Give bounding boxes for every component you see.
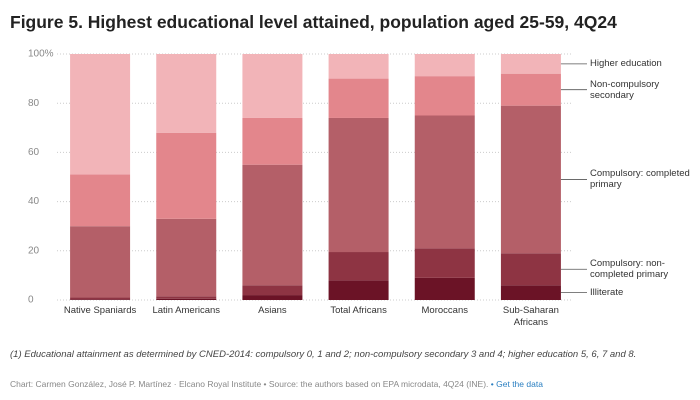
bar-segment bbox=[414, 277, 475, 300]
footnote: (1) Educational attainment as determined… bbox=[10, 349, 637, 360]
bar-segment bbox=[242, 285, 303, 296]
chart-title: Figure 5. Highest educational level atta… bbox=[10, 12, 617, 32]
bar-segment bbox=[156, 54, 217, 133]
source-line: Chart: Carmen González, José P. Martínez… bbox=[10, 379, 543, 389]
legend-label: Illiterate bbox=[590, 287, 624, 299]
bar-segment bbox=[328, 54, 389, 79]
bar-segment bbox=[414, 54, 475, 77]
y-tick-label: 0 bbox=[28, 295, 34, 306]
bar-segment bbox=[500, 285, 561, 300]
bar-segment bbox=[242, 54, 303, 118]
bar-segment bbox=[500, 105, 561, 254]
x-tick-label: Sub-Saharan Africans bbox=[502, 305, 559, 328]
legend-label: Compulsory: non-completed primary bbox=[590, 258, 669, 281]
x-tick-label: Total Africans bbox=[330, 305, 387, 316]
legend-label: Higher education bbox=[590, 58, 662, 70]
y-tick-label: 40 bbox=[28, 196, 40, 207]
bar-segment bbox=[414, 76, 475, 116]
bar-segment bbox=[70, 54, 131, 175]
x-tick-label: Moroccans bbox=[421, 305, 468, 316]
bar-segment bbox=[328, 252, 389, 281]
bar-segment bbox=[414, 248, 475, 278]
bar-segment bbox=[70, 174, 131, 227]
bar-segment bbox=[242, 164, 303, 286]
bar-segment bbox=[414, 115, 475, 249]
bar-segment bbox=[242, 295, 303, 300]
bar-segment bbox=[328, 280, 389, 300]
bar-segment bbox=[156, 218, 217, 297]
legend-label: Compulsory: completed primary bbox=[590, 168, 690, 191]
x-tick-label: Native Spaniards bbox=[63, 305, 137, 316]
bar-segment bbox=[328, 117, 389, 253]
bar-segment bbox=[500, 73, 561, 106]
get-data-link[interactable]: • Get the data bbox=[490, 379, 543, 389]
bar-segment bbox=[156, 296, 217, 299]
bar-segment bbox=[500, 54, 561, 74]
legend-label: Non-compulsory secondary bbox=[590, 78, 660, 101]
source: Chart: Carmen González, José P. Martínez… bbox=[10, 379, 489, 389]
y-tick-label: 80 bbox=[28, 98, 40, 109]
bar-segment bbox=[70, 299, 131, 300]
bar-segment bbox=[156, 298, 217, 300]
y-tick-label: 100% bbox=[28, 49, 54, 60]
x-tick-label: Asians bbox=[258, 305, 287, 316]
bar-segment bbox=[70, 297, 131, 300]
bar-segment bbox=[500, 253, 561, 286]
bar-segment bbox=[156, 132, 217, 219]
bar-segment bbox=[70, 226, 131, 298]
bar-segment bbox=[242, 117, 303, 165]
y-tick-label: 20 bbox=[28, 245, 40, 256]
x-tick-label: Latin Americans bbox=[152, 305, 221, 316]
bar-segment bbox=[328, 78, 389, 118]
y-tick-label: 60 bbox=[28, 147, 40, 158]
